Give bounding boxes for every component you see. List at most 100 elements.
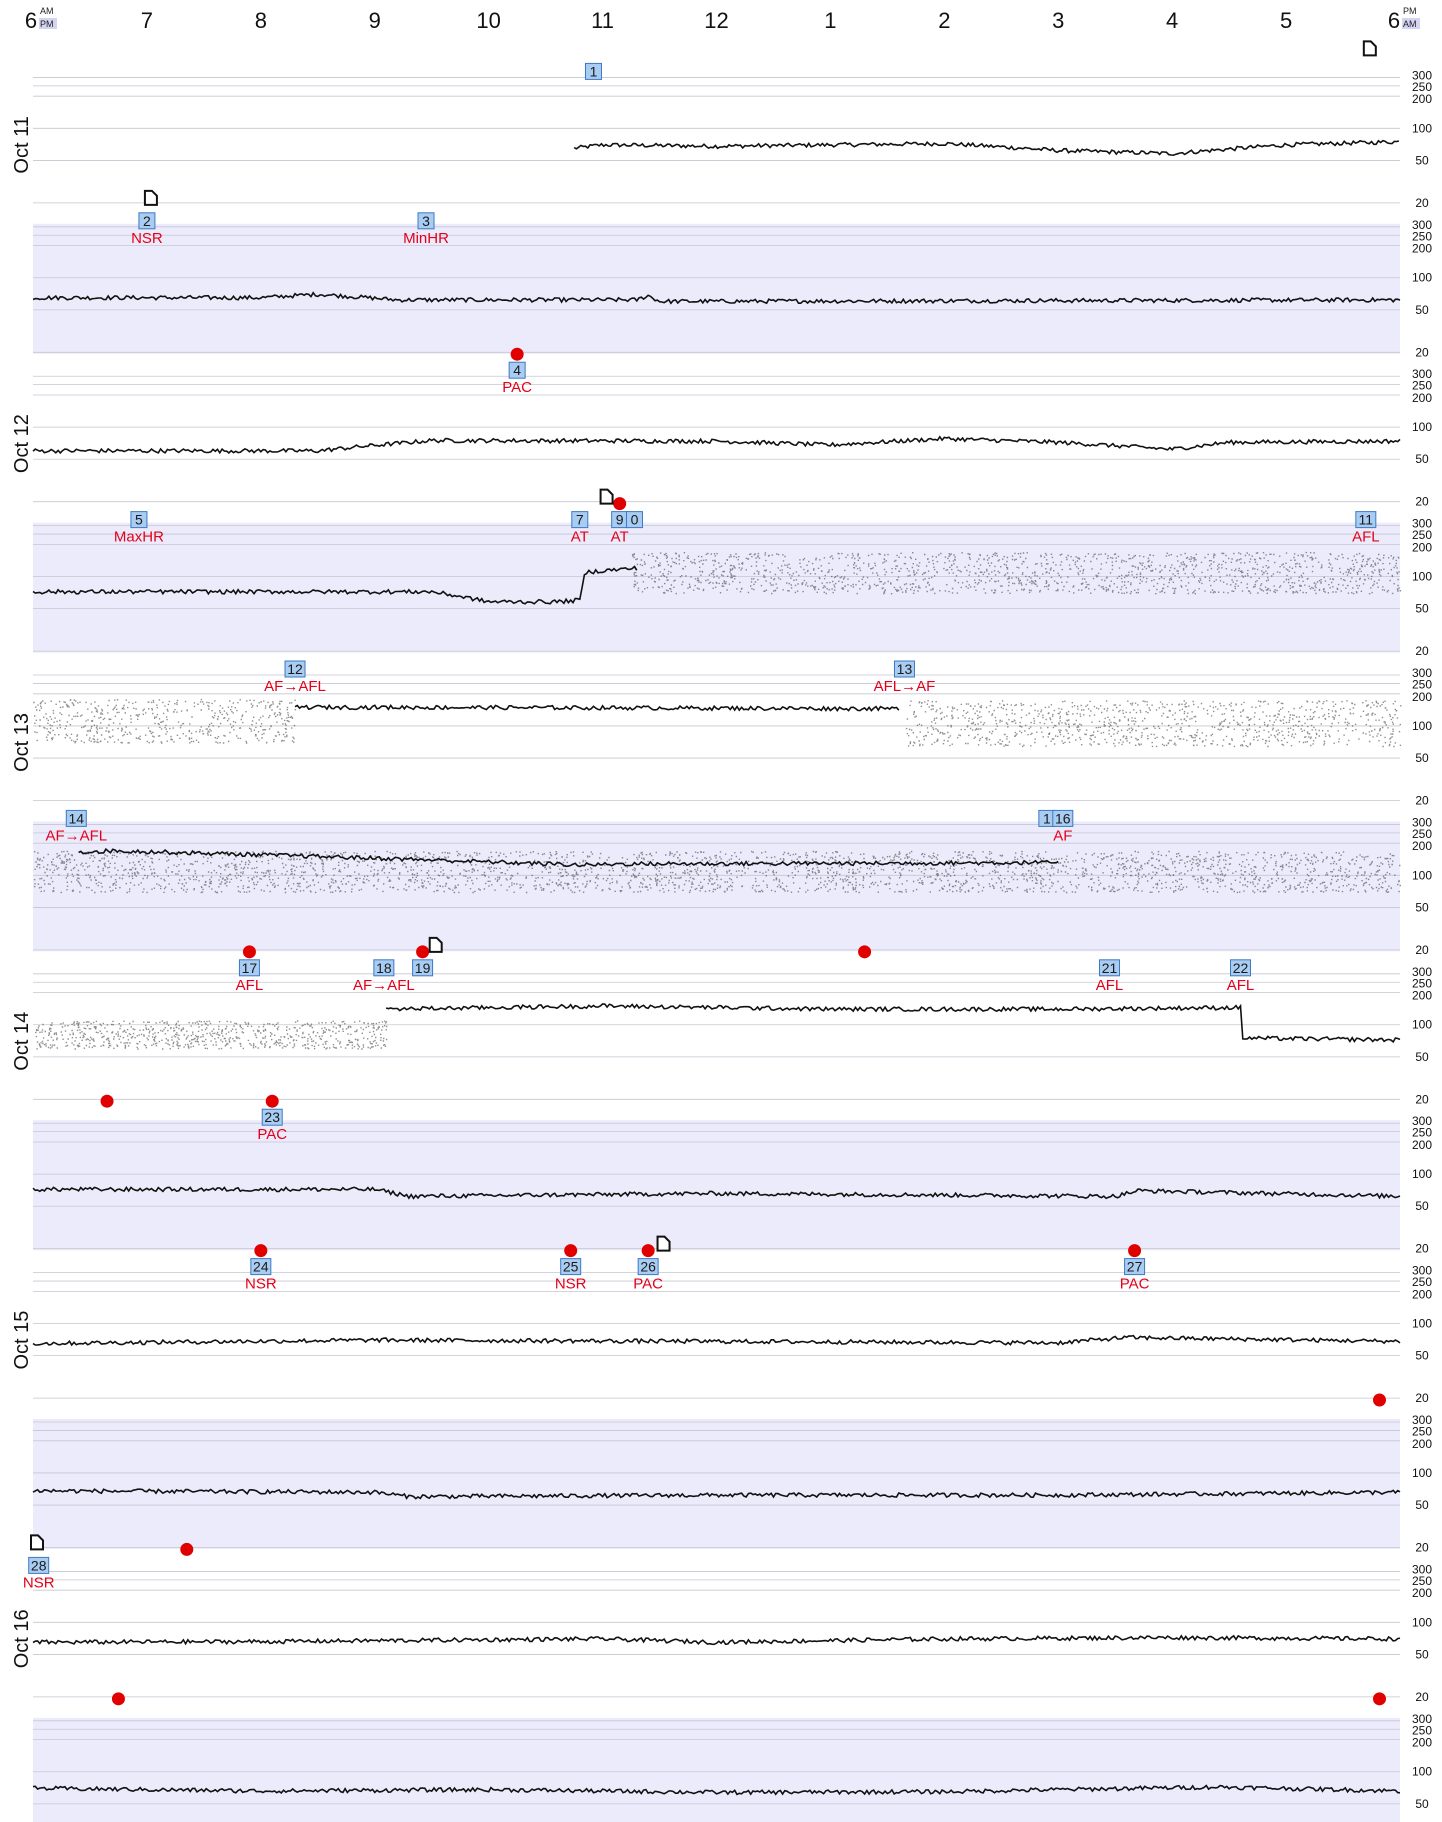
event-marker-dot [111, 1692, 125, 1706]
y-tick-label: 300 [1412, 1114, 1432, 1128]
hour-label-8: 2 [938, 8, 950, 33]
row-shade [33, 522, 1400, 653]
y-tick-label: 50 [1415, 1349, 1429, 1363]
hour-label-10: 4 [1166, 8, 1178, 33]
event-marker-dot [180, 1542, 194, 1556]
y-tick-label: 300 [1412, 1413, 1432, 1427]
heart-rate-trace [32, 1634, 1401, 1646]
note-icon [599, 488, 614, 505]
y-tick-label: 20 [1415, 345, 1429, 359]
event-number: 9 [616, 512, 624, 528]
y-tick-label: 20 [1415, 1541, 1429, 1555]
y-tick-label: 300 [1412, 218, 1432, 232]
event-label: PAC [257, 1126, 287, 1143]
hour-label-11: 5 [1280, 8, 1292, 33]
event-number: 0 [631, 512, 639, 528]
heart-rate-trace [32, 565, 638, 605]
y-tick-label: 50 [1415, 1498, 1429, 1512]
y-tick-label: 250 [1412, 677, 1432, 691]
y-tick-label: 250 [1412, 1275, 1432, 1289]
event-label: AT [571, 529, 589, 546]
heart-rate-trace [32, 1334, 1401, 1347]
hour-label-7: 1 [824, 8, 836, 33]
event-marker-dot [100, 1094, 114, 1108]
af-scatter [33, 698, 297, 744]
y-tick-label: 100 [1412, 1167, 1432, 1181]
event-number: 19 [415, 960, 431, 976]
event-number: 27 [1127, 1259, 1143, 1275]
heart-rate-trace [385, 1003, 1401, 1044]
event-number: 4 [513, 362, 521, 378]
event-label: NSR [245, 1276, 277, 1293]
y-tick-label: 250 [1412, 1574, 1432, 1588]
row-shade [33, 1419, 1400, 1549]
event-label: AFL→AF [874, 678, 936, 695]
ampm-top-12: PM [1403, 6, 1417, 16]
event-marker-dot [242, 945, 256, 959]
event-number: 2 [143, 213, 151, 229]
y-tick-label: 100 [1412, 1466, 1432, 1480]
event-number: 1 [1043, 810, 1051, 826]
event-number: 16 [1055, 810, 1071, 826]
event-box [238, 959, 260, 977]
y-tick-label: 200 [1412, 839, 1432, 853]
event-box [130, 511, 148, 529]
event-box [584, 62, 602, 80]
heart-rate-trace [32, 1784, 1401, 1796]
hour-label-2: 8 [255, 8, 267, 33]
y-tick-label: 100 [1412, 1615, 1432, 1629]
event-number: 23 [264, 1109, 280, 1125]
event-marker-dot [1372, 1393, 1386, 1407]
af-scatter [35, 1020, 388, 1050]
event-number: 24 [253, 1259, 269, 1275]
hour-label-6: 12 [704, 8, 728, 33]
event-number: 5 [135, 512, 143, 528]
event-box [250, 1258, 272, 1276]
heart-rate-trace [32, 1186, 1401, 1200]
event-number: 28 [31, 1557, 47, 1573]
y-tick-label: 20 [1415, 644, 1429, 658]
event-box [1230, 959, 1252, 977]
hour-label-0: 6 [25, 8, 37, 33]
event-label: AF→AFL [264, 678, 326, 695]
event-label: NSR [555, 1276, 587, 1293]
event-box [1124, 1258, 1146, 1276]
event-marker-dot [613, 497, 627, 511]
event-marker-dot [416, 945, 430, 959]
y-tick-label: 300 [1412, 517, 1432, 531]
y-tick-label: 100 [1412, 719, 1432, 733]
event-number: 3 [422, 213, 430, 229]
row-shade [33, 1717, 1400, 1822]
y-tick-label: 20 [1415, 1690, 1429, 1704]
event-number: 26 [640, 1259, 656, 1275]
day-label: Oct 16 [11, 1609, 33, 1668]
event-label: PAC [633, 1276, 663, 1293]
day-label: Oct 13 [11, 713, 33, 772]
y-tick-label: 20 [1415, 794, 1429, 808]
event-box [560, 1258, 582, 1276]
y-tick-label: 50 [1415, 1050, 1429, 1064]
event-box [28, 1556, 50, 1574]
day-label: Oct 12 [11, 414, 33, 473]
y-tick-label: 300 [1412, 1712, 1432, 1726]
event-box [625, 511, 643, 529]
y-tick-label: 200 [1412, 1586, 1432, 1600]
y-tick-label: 50 [1415, 452, 1429, 466]
event-label: AF→AFL [45, 827, 107, 844]
y-tick-label: 300 [1412, 367, 1432, 381]
note-icon [656, 1235, 671, 1252]
event-box [1099, 959, 1121, 977]
event-number: 17 [242, 960, 258, 976]
y-tick-label: 100 [1412, 570, 1432, 584]
af-scatter [905, 700, 1402, 748]
y-tick-label: 200 [1412, 391, 1432, 405]
y-tick-label: 50 [1415, 1647, 1429, 1661]
ampm-shade-12 [1402, 18, 1420, 29]
